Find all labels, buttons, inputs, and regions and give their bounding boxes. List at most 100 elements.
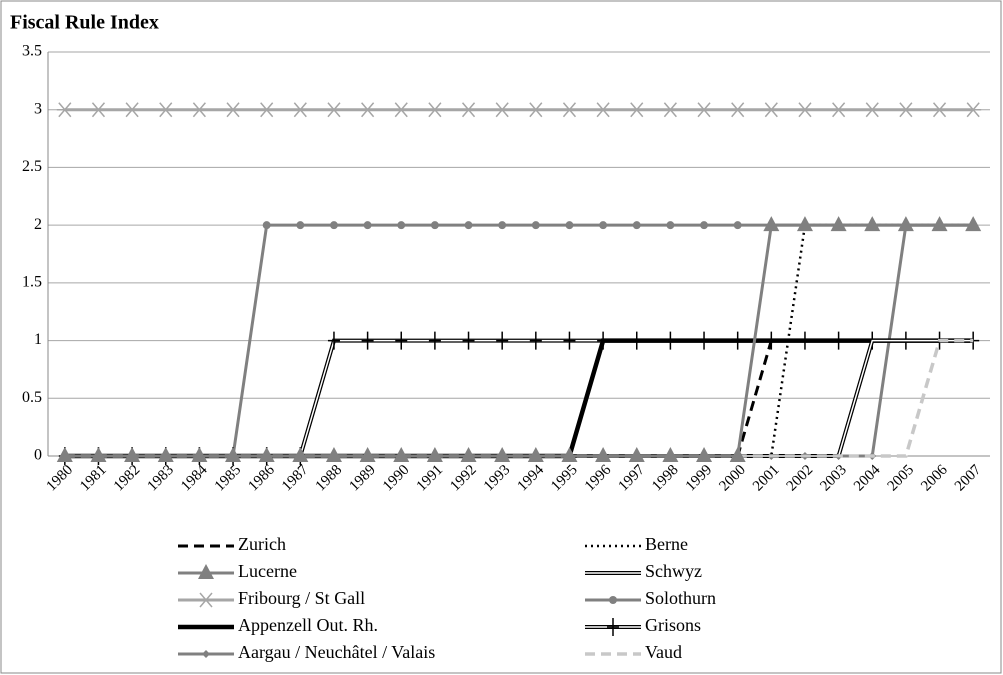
marker — [628, 447, 645, 462]
marker — [426, 102, 443, 118]
marker — [198, 564, 214, 579]
marker — [565, 221, 574, 230]
marker — [363, 221, 372, 230]
marker — [599, 221, 608, 230]
marker — [325, 447, 342, 462]
marker — [460, 102, 477, 118]
marker — [397, 221, 406, 230]
marker — [965, 216, 982, 232]
marker — [965, 102, 982, 118]
legend-label: Lucerne — [238, 561, 297, 581]
marker — [763, 216, 780, 232]
y-tick-label: 1 — [34, 331, 42, 348]
marker — [327, 331, 340, 350]
y-tick-label: 0.5 — [22, 389, 42, 406]
marker — [496, 331, 509, 350]
marker — [561, 102, 578, 118]
marker — [325, 102, 342, 118]
y-tick-label: 2.5 — [22, 158, 42, 175]
marker — [225, 447, 242, 462]
marker — [527, 102, 544, 118]
marker — [258, 102, 275, 118]
marker — [258, 447, 275, 462]
marker — [329, 221, 338, 230]
marker — [529, 331, 542, 350]
marker — [796, 216, 813, 232]
marker — [595, 102, 612, 118]
legend-label: Solothurn — [645, 588, 716, 608]
y-tick-label: 2 — [34, 216, 42, 233]
marker — [662, 102, 679, 118]
marker — [393, 102, 410, 118]
y-tick-label: 0 — [34, 447, 42, 464]
marker — [897, 216, 914, 232]
legend-label: Grisons — [645, 615, 701, 635]
legend-label: Fribourg / St Gall — [238, 588, 365, 608]
marker — [430, 221, 439, 230]
marker — [395, 331, 408, 350]
marker — [361, 331, 374, 350]
marker — [191, 102, 208, 118]
legend-label: Appenzell Out. Rh. — [238, 615, 378, 635]
marker — [460, 447, 477, 462]
legend-label: Schwyz — [645, 561, 702, 581]
legend-label: Berne — [645, 534, 688, 554]
marker — [864, 102, 881, 118]
marker — [729, 102, 746, 118]
marker — [359, 447, 376, 462]
marker — [666, 221, 675, 230]
y-tick-label: 3 — [34, 100, 42, 117]
marker — [191, 447, 208, 462]
marker — [931, 216, 948, 232]
marker — [202, 650, 210, 658]
chart-title: Fiscal Rule Index — [10, 12, 159, 34]
marker — [628, 102, 645, 118]
marker — [830, 216, 847, 232]
marker — [897, 102, 914, 118]
marker — [198, 592, 214, 608]
marker — [225, 102, 242, 118]
marker — [498, 221, 507, 230]
marker — [796, 102, 813, 118]
marker — [607, 618, 619, 636]
marker — [595, 447, 612, 462]
marker — [609, 596, 617, 604]
marker — [561, 447, 578, 462]
marker — [292, 447, 309, 462]
marker — [864, 216, 881, 232]
marker — [696, 447, 713, 462]
marker — [426, 447, 443, 462]
marker — [90, 447, 107, 462]
marker — [90, 102, 107, 118]
marker — [763, 102, 780, 118]
marker — [56, 102, 73, 118]
legend-label: Vaud — [645, 642, 682, 662]
marker — [527, 447, 544, 462]
marker — [632, 221, 641, 230]
marker — [931, 102, 948, 118]
marker — [494, 102, 511, 118]
marker — [56, 447, 73, 462]
legend-label: Aargau / Neuchâtel / Valais — [238, 642, 435, 662]
marker — [464, 221, 473, 230]
marker — [296, 221, 305, 230]
marker — [359, 102, 376, 118]
marker — [662, 447, 679, 462]
y-tick-label: 1.5 — [22, 274, 42, 291]
marker — [262, 221, 271, 230]
series-line — [64, 223, 974, 458]
marker — [393, 447, 410, 462]
marker — [729, 447, 746, 462]
marker — [428, 331, 441, 350]
marker — [124, 447, 141, 462]
marker — [292, 102, 309, 118]
legend-label: Zurich — [238, 534, 286, 554]
marker — [462, 331, 475, 350]
marker — [563, 331, 576, 350]
marker — [124, 102, 141, 118]
marker — [700, 221, 709, 230]
marker — [733, 221, 742, 230]
marker — [830, 102, 847, 118]
